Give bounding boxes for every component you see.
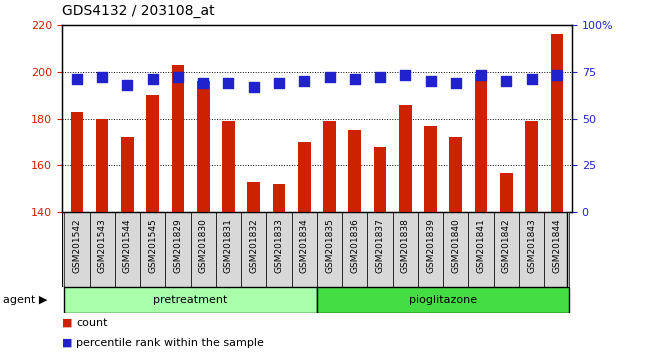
Bar (525, 121, 538, 212)
Text: GSM201842: GSM201842 (502, 218, 511, 273)
Bar (393, 212, 418, 287)
Bar (494, 212, 519, 287)
Text: GSM201841: GSM201841 (476, 218, 486, 273)
Bar (165, 212, 190, 287)
Point (198, 80, 209, 86)
Bar (272, 184, 285, 212)
Text: GSM201832: GSM201832 (249, 218, 258, 273)
Text: GSM201835: GSM201835 (325, 218, 334, 273)
Point (526, 76, 537, 82)
Bar (197, 81, 209, 212)
Text: GSM201542: GSM201542 (72, 218, 81, 273)
Text: GSM201829: GSM201829 (174, 218, 183, 273)
Point (425, 78, 436, 84)
Text: count: count (76, 318, 107, 327)
Bar (424, 126, 437, 212)
Point (400, 73, 411, 78)
Bar (342, 212, 367, 287)
Bar (64, 212, 90, 287)
Point (324, 74, 335, 80)
Bar (140, 212, 165, 287)
Bar (248, 182, 260, 212)
Bar (90, 212, 115, 287)
Point (501, 78, 512, 84)
Text: GSM201545: GSM201545 (148, 218, 157, 273)
Bar (469, 212, 494, 287)
Bar (367, 212, 393, 287)
Bar (399, 104, 411, 212)
Bar (292, 212, 317, 287)
Bar (216, 212, 241, 287)
Text: GSM201839: GSM201839 (426, 218, 435, 273)
Text: agent ▶: agent ▶ (3, 295, 47, 305)
Bar (222, 121, 235, 212)
Text: GSM201843: GSM201843 (527, 218, 536, 273)
Text: GSM201834: GSM201834 (300, 218, 309, 273)
Text: percentile rank within the sample: percentile rank within the sample (76, 338, 264, 348)
Bar (121, 137, 134, 212)
Text: GSM201544: GSM201544 (123, 218, 132, 273)
Point (552, 73, 562, 78)
Bar (115, 212, 140, 287)
Point (97, 74, 107, 80)
Text: GSM201844: GSM201844 (552, 218, 562, 273)
Text: GSM201833: GSM201833 (274, 218, 283, 273)
Bar (172, 65, 184, 212)
Point (274, 80, 284, 86)
Text: ■: ■ (62, 338, 72, 348)
Point (122, 82, 133, 88)
Point (148, 76, 158, 82)
Point (72, 76, 82, 82)
Bar (519, 212, 544, 287)
Bar (323, 121, 336, 212)
Bar (64, 287, 317, 313)
Point (350, 76, 360, 82)
Point (450, 80, 461, 86)
Point (299, 78, 309, 84)
Text: GSM201836: GSM201836 (350, 218, 359, 273)
Bar (443, 212, 469, 287)
Bar (317, 212, 342, 287)
Text: GSM201543: GSM201543 (98, 218, 107, 273)
Text: pioglitazone: pioglitazone (409, 295, 477, 305)
Text: GSM201830: GSM201830 (199, 218, 208, 273)
Bar (474, 74, 488, 212)
Bar (96, 119, 109, 212)
Bar (500, 172, 513, 212)
Bar (348, 130, 361, 212)
Point (173, 74, 183, 80)
Point (476, 73, 486, 78)
Text: ■: ■ (62, 318, 72, 327)
Bar (241, 212, 266, 287)
Text: GSM201840: GSM201840 (451, 218, 460, 273)
Text: GSM201831: GSM201831 (224, 218, 233, 273)
Text: GDS4132 / 203108_at: GDS4132 / 203108_at (62, 4, 214, 18)
Point (248, 84, 259, 90)
Bar (418, 212, 443, 287)
Bar (266, 212, 292, 287)
Bar (146, 95, 159, 212)
Bar (190, 212, 216, 287)
Bar (317, 287, 569, 313)
Point (375, 74, 385, 80)
Text: GSM201837: GSM201837 (376, 218, 385, 273)
Text: GSM201838: GSM201838 (401, 218, 410, 273)
Bar (71, 112, 83, 212)
Bar (551, 34, 563, 212)
Text: pretreatment: pretreatment (153, 295, 228, 305)
Bar (450, 137, 462, 212)
Bar (298, 142, 311, 212)
Point (223, 80, 233, 86)
Bar (374, 147, 386, 212)
Bar (544, 212, 569, 287)
